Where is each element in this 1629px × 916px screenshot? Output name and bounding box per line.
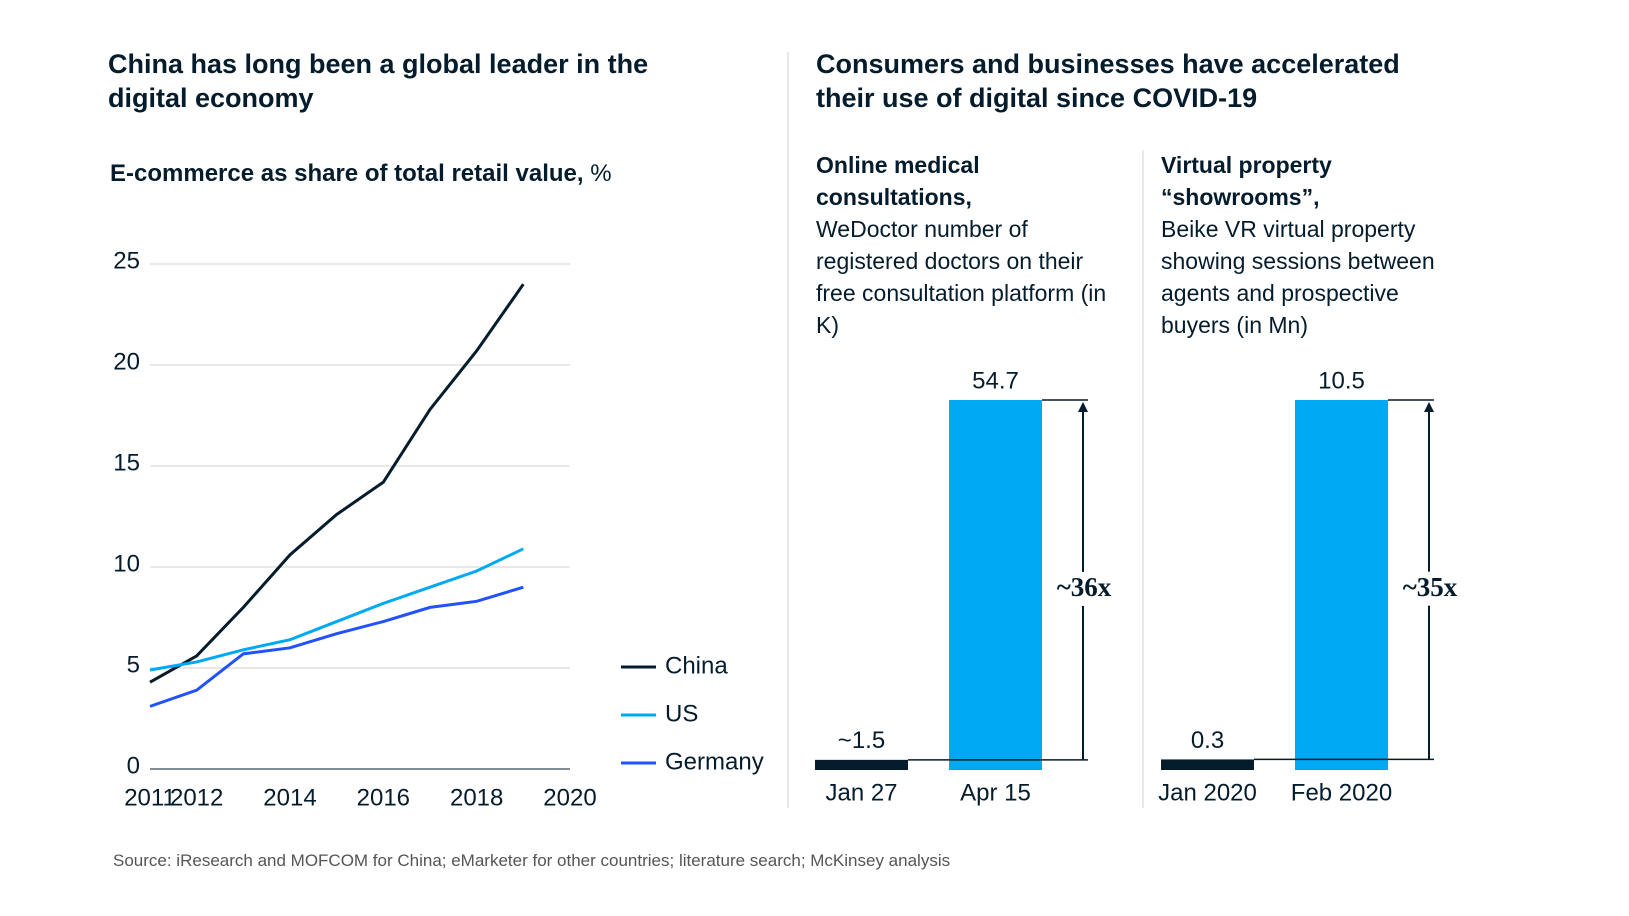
y-tick-label: 10 <box>113 550 140 577</box>
x-tick-label: 2016 <box>357 784 410 811</box>
bar <box>1295 400 1388 770</box>
panel-title: China has long been a global leader in t… <box>108 49 649 113</box>
chart-title: E-commerce as share of total retail valu… <box>110 160 584 187</box>
x-tick-label: 2012 <box>170 784 223 811</box>
x-tick-label: Apr 15 <box>960 779 1031 806</box>
value-label: ~1.5 <box>838 727 885 754</box>
bar <box>815 759 908 770</box>
legend-label: China <box>665 652 728 679</box>
bar <box>1161 759 1254 770</box>
series-line <box>149 283 525 684</box>
panel-title: Consumers and businesses have accelerate… <box>816 49 1400 113</box>
chart-title: Virtual property “showrooms”, <box>1161 152 1332 210</box>
value-label: 10.5 <box>1318 367 1365 394</box>
x-tick-label: Jan 2020 <box>1158 779 1257 806</box>
value-label: 0.3 <box>1191 727 1224 754</box>
x-tick-label: Feb 2020 <box>1291 779 1392 806</box>
value-label: 54.7 <box>972 367 1019 394</box>
series-line <box>149 585 524 708</box>
y-tick-label: 0 <box>127 752 140 779</box>
series-line <box>149 547 524 672</box>
chart-title-block: Virtual property “showrooms”, Beike VR v… <box>1161 149 1471 341</box>
source-note: Source: iResearch and MOFCOM for China; … <box>113 851 951 870</box>
annotation: ~35x <box>1403 572 1458 602</box>
chart-title-block: E-commerce as share of total retail valu… <box>110 160 612 188</box>
x-tick-label: 2020 <box>543 784 596 811</box>
x-tick-label: 2011 <box>124 784 176 811</box>
x-tick-label: 2018 <box>450 784 503 811</box>
legend-label: US <box>665 700 698 727</box>
arrow-head <box>1424 402 1434 412</box>
chart-unit: % <box>590 160 612 187</box>
chart-subtitle: Beike VR virtual property showing sessio… <box>1161 216 1435 338</box>
y-tick-label: 15 <box>113 449 140 476</box>
annotation-bg <box>1053 571 1115 606</box>
annotation-bg <box>1399 571 1461 606</box>
y-tick-label: 25 <box>113 247 140 274</box>
arrow-head <box>1078 402 1088 412</box>
chart-subtitle: WeDoctor number of registered doctors on… <box>816 216 1107 338</box>
x-tick-label: 2014 <box>263 784 316 811</box>
legend-label: Germany <box>665 748 764 775</box>
y-tick-label: 5 <box>127 651 140 678</box>
y-tick-label: 20 <box>113 348 140 375</box>
bar <box>949 400 1042 770</box>
annotation: ~36x <box>1057 572 1112 602</box>
chart-title: Online medical consultations, <box>816 152 980 210</box>
x-tick-label: Jan 27 <box>825 779 897 806</box>
chart-title-block: Online medical consultations, WeDoctor n… <box>816 149 1126 341</box>
